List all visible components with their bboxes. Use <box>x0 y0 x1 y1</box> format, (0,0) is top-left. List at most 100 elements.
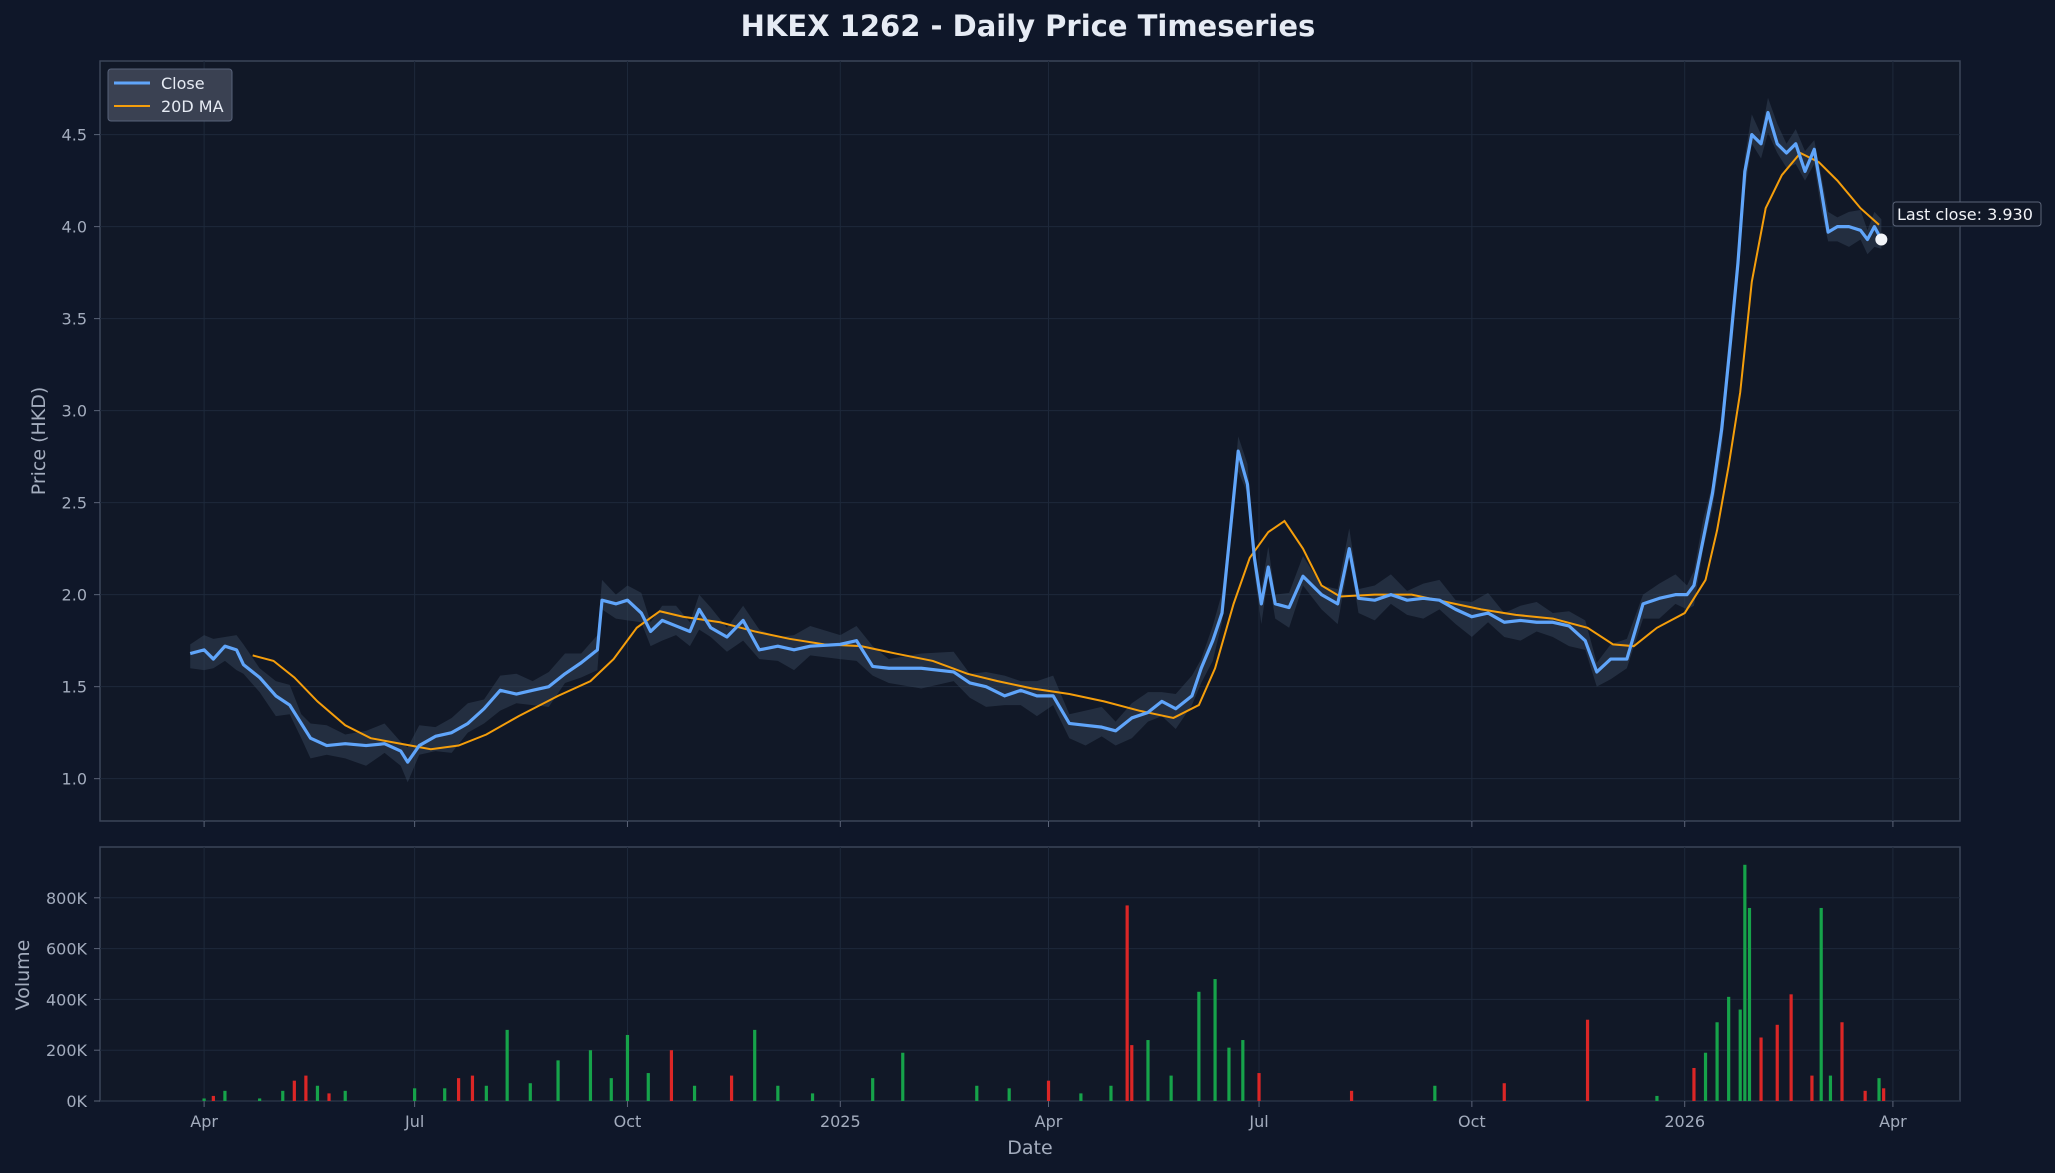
price-y-tick-label: 2.0 <box>62 586 87 605</box>
last-close-annotation: Last close: 3.930 <box>1875 201 2042 246</box>
volume-bar <box>1882 1088 1886 1101</box>
volume-bar <box>1810 1075 1814 1101</box>
volume-bar <box>1655 1095 1659 1101</box>
x-axis-label: Date <box>1007 1137 1052 1159</box>
volume-bar <box>211 1095 215 1101</box>
x-tick-label: 2026 <box>1664 1112 1705 1131</box>
volume-bar <box>413 1088 417 1101</box>
volume-bar <box>901 1052 905 1101</box>
volume-bar <box>1125 905 1129 1101</box>
close-price-line <box>189 110 1883 764</box>
volume-bar <box>1257 1073 1261 1101</box>
x-tick-label: Jul <box>404 1112 424 1131</box>
volume-bar <box>1828 1075 1833 1101</box>
volume-bar <box>1349 1090 1354 1101</box>
x-tick-label: Apr <box>190 1112 218 1131</box>
x-tick-label: Apr <box>1035 1112 1063 1131</box>
volume-bar <box>1502 1083 1506 1101</box>
volume-bar <box>1715 1022 1719 1101</box>
legend-ma-label: 20D MA <box>161 97 224 116</box>
volume-bar <box>1775 1024 1779 1101</box>
ma-20d-line <box>252 151 1880 751</box>
volume-bar <box>753 1029 757 1101</box>
volume-bar <box>692 1085 697 1101</box>
legend: Close 20D MA <box>107 68 233 122</box>
last-close-text: Last close: 3.930 <box>1897 205 2033 224</box>
volume-bar <box>470 1075 475 1101</box>
price-x-tick-marks <box>203 821 1894 827</box>
x-tick-label: 2025 <box>820 1112 861 1131</box>
volume-bar <box>1747 907 1752 1101</box>
last-close-marker <box>1875 233 1888 246</box>
volume-bar <box>1703 1052 1708 1101</box>
volume-bar <box>646 1073 650 1101</box>
volume-bar <box>1197 991 1201 1101</box>
volume-bar <box>1692 1067 1696 1101</box>
volume-x-ticks: Apr Jul Oct 2025 Apr Jul Oct 2026 Apr <box>190 1101 1907 1131</box>
volume-bar <box>281 1090 285 1101</box>
volume-bar <box>975 1085 979 1101</box>
price-y-tick-label: 1.5 <box>62 678 87 697</box>
volume-y-axis-label: Volume <box>12 940 34 1011</box>
volume-bar <box>556 1060 560 1101</box>
volume-bar <box>588 1050 593 1101</box>
volume-bar <box>609 1078 613 1101</box>
volume-bar <box>505 1029 509 1101</box>
volume-bar <box>729 1075 734 1101</box>
volume-bar <box>1169 1075 1173 1101</box>
volume-bar <box>292 1080 296 1101</box>
volume-bar <box>327 1093 331 1101</box>
volume-bar <box>1213 979 1217 1101</box>
volume-bars <box>202 864 1886 1101</box>
volume-y-tick-label: 0K <box>66 1092 87 1111</box>
volume-bar <box>1079 1093 1083 1101</box>
x-tick-label: Apr <box>1879 1112 1907 1131</box>
volume-bar <box>528 1083 532 1101</box>
volume-bar <box>1743 864 1747 1101</box>
volume-bar <box>304 1075 308 1101</box>
volume-bar <box>669 1050 674 1101</box>
x-tick-label: Oct <box>1458 1112 1486 1131</box>
volume-bar <box>1130 1045 1134 1101</box>
volume-grid <box>100 847 1960 1102</box>
price-y-tick-label: 4.5 <box>62 126 87 145</box>
volume-bar <box>1109 1085 1113 1101</box>
volume-bar <box>1146 1040 1150 1101</box>
price-lines <box>189 110 1883 764</box>
volume-bar <box>1046 1080 1051 1101</box>
x-tick-label: Oct <box>614 1112 642 1131</box>
volume-bar <box>343 1090 347 1101</box>
volume-bar <box>1840 1022 1844 1101</box>
volume-bar <box>1241 1040 1245 1101</box>
volume-bar <box>1585 1019 1590 1101</box>
volume-bar <box>810 1093 815 1101</box>
volume-bar <box>1007 1088 1011 1101</box>
volume-bar <box>871 1078 875 1101</box>
volume-y-tick-label: 200K <box>46 1041 88 1060</box>
volume-bar <box>625 1034 630 1101</box>
volume-y-tick-label: 400K <box>46 990 88 1009</box>
price-y-ticks: 1.0 1.5 2.0 2.5 3.0 3.5 4.0 4.5 <box>62 126 100 789</box>
chart-title: HKEX 1262 - Daily Price Timeseries <box>741 9 1316 43</box>
volume-bar <box>1877 1078 1881 1101</box>
volume-bar <box>443 1088 447 1101</box>
volume-bar <box>776 1085 780 1101</box>
legend-close-label: Close <box>161 74 205 93</box>
volume-bar <box>1789 994 1793 1101</box>
volume-bar <box>1227 1047 1231 1101</box>
volume-bar <box>484 1085 488 1101</box>
volume-bar <box>1863 1090 1867 1101</box>
price-y-axis-label: Price (HKD) <box>28 387 50 496</box>
volume-bar <box>456 1078 461 1101</box>
volume-y-tick-label: 800K <box>46 889 88 908</box>
volume-bar <box>223 1090 227 1101</box>
price-y-tick-label: 4.0 <box>62 218 87 237</box>
last-close-box <box>1892 201 2042 227</box>
volume-bar <box>1738 1009 1742 1101</box>
volume-bar <box>1727 996 1731 1101</box>
volume-bar <box>1819 907 1823 1101</box>
volume-y-tick-label: 600K <box>46 940 88 959</box>
volume-bar <box>202 1098 206 1101</box>
volume-bar <box>315 1085 320 1101</box>
